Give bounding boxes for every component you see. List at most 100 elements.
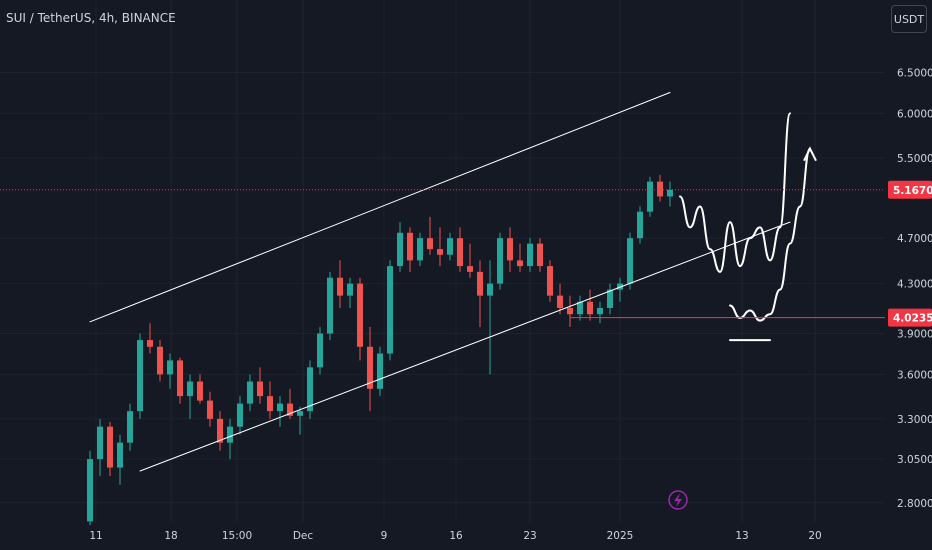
y-tick-label: 4.7000 [897,233,932,245]
price-tag-bg [888,180,932,199]
candle-body [337,277,343,296]
candle [137,333,143,419]
candle-body [187,381,193,397]
x-tick-label: Dec [293,530,314,542]
candle-body [97,426,103,460]
candle [427,216,433,255]
candle [437,227,443,267]
candle [497,232,503,290]
candlesticks [87,174,673,526]
candle-body [567,307,573,315]
candle [567,295,573,327]
drawing-layer[interactable] [89,92,817,472]
candle [207,391,213,427]
candle-body [607,289,613,308]
candle-body [527,243,533,267]
candle-body [557,295,563,308]
x-tick-label: 2025 [607,530,634,542]
y-tick-label: 4.3000 [897,279,932,291]
candle [187,374,193,419]
candle-body [207,400,213,419]
alert-area[interactable] [668,490,688,510]
candle-body [407,232,413,261]
candle-body [137,340,143,412]
price-tag: 4.0235 [888,308,932,327]
candle-body [307,367,313,412]
candle [257,367,263,404]
candle-body [267,396,273,412]
candle [507,227,513,272]
candle [557,283,563,315]
candle [617,277,623,302]
candle [247,374,253,412]
currency-button[interactable]: USDT [891,5,927,33]
price-tag: 5.1670 [888,180,932,199]
candle [337,260,343,308]
candle-body [477,271,483,296]
price-tag-bg [888,308,932,327]
candle-body [667,189,673,197]
projection-up-path[interactable] [679,112,791,273]
candle [357,277,363,361]
x-tick-label: 15:00 [222,530,252,542]
x-tick-label: 13 [735,530,748,542]
candle [477,260,483,327]
candle-body [237,403,243,427]
candle [267,381,273,419]
candle-body [467,266,473,272]
candle-body [157,346,163,375]
candle [577,295,583,321]
candle [647,176,653,217]
candle [197,374,203,404]
price-axis[interactable]: 6.5000 6.0000 5.5000 4.7000 4.3000 3.9000 3.60… [897,68,932,510]
candle [377,346,383,397]
candle-body [457,238,463,267]
candle [537,238,543,272]
x-tick-label: 20 [808,530,821,542]
x-tick-label: 9 [381,530,388,542]
x-tick-label: 11 [89,530,102,542]
y-tick-label: 6.0000 [897,108,932,120]
candle-body [217,418,223,443]
candle-body [387,266,393,354]
candle [177,357,183,404]
candle [217,411,223,451]
candle [597,301,603,324]
candle-body [257,381,263,397]
candle-body [427,238,433,250]
candle-body [417,238,423,261]
candle [167,353,173,389]
y-tick-label: 3.6000 [897,369,932,381]
candle [457,227,463,272]
candle-body [547,266,553,296]
candle-body [657,181,663,197]
candle-body [177,360,183,397]
candle [587,289,593,321]
upper-channel-line[interactable] [89,92,671,323]
candle-body [517,260,523,267]
price-tag-label: 5.1670 [893,185,932,197]
y-tick-label: 3.3000 [897,414,932,426]
lower-channel-line[interactable] [139,221,791,472]
candle-body [627,238,633,284]
candle-body [327,277,333,334]
candle-body [197,381,203,401]
lightning-icon-ring [668,490,688,510]
candle-body [437,249,443,255]
candle-body [447,238,453,255]
candle [467,243,473,278]
candle-body [587,301,593,315]
projection-alt-path[interactable] [729,147,811,322]
candle-body [107,426,113,468]
candle [307,360,313,419]
candle-body [317,333,323,368]
y-tick-label: 3.9000 [897,328,932,340]
candle [97,418,103,477]
lightning-icon[interactable] [668,490,688,510]
price-markers: 5.1670 4.0235 [888,180,932,327]
candle-body [247,381,253,404]
time-axis[interactable]: 11 18 15:00 Dec 9 16 23 2025 13 20 [89,530,821,542]
candle-body [577,301,583,315]
candle [517,243,523,272]
